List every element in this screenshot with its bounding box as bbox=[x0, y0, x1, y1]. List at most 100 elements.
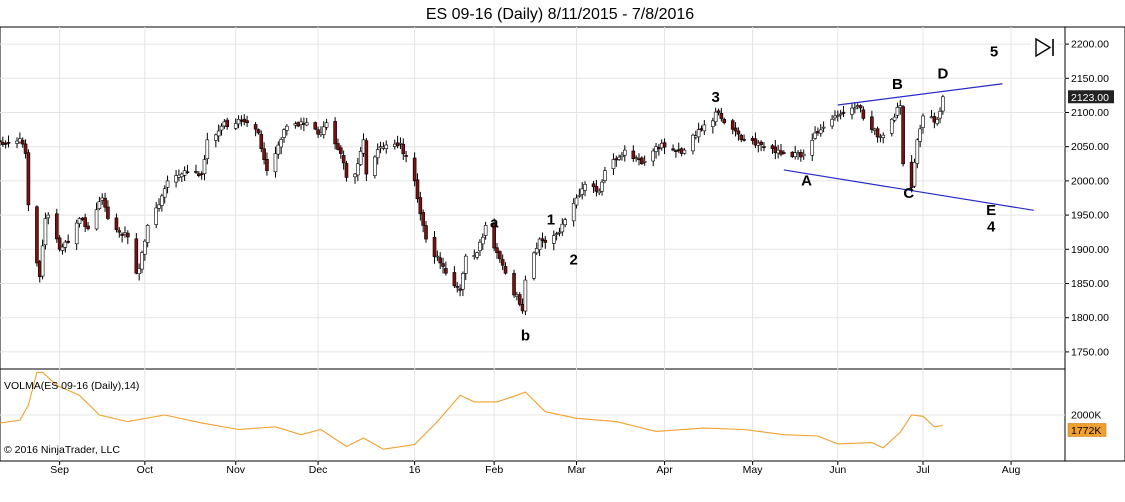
candle bbox=[77, 217, 82, 228]
time-tick-label: 16 bbox=[409, 464, 421, 476]
candle-body bbox=[57, 237, 62, 250]
candles bbox=[0, 94, 945, 316]
candle-body bbox=[333, 121, 337, 145]
candle-body bbox=[63, 241, 68, 248]
candle-body bbox=[282, 129, 286, 138]
candle-body bbox=[117, 230, 122, 233]
candle bbox=[730, 118, 735, 135]
volume-ma-line bbox=[0, 371, 943, 450]
candle bbox=[583, 181, 587, 197]
candle-body bbox=[503, 266, 508, 274]
candle-body bbox=[157, 204, 161, 209]
candle bbox=[233, 118, 238, 131]
candle bbox=[6, 135, 11, 148]
candle-body bbox=[398, 142, 403, 145]
candle bbox=[580, 182, 585, 200]
candle-body bbox=[313, 122, 318, 130]
candle-body bbox=[742, 139, 746, 141]
candle bbox=[853, 102, 857, 114]
candle-body bbox=[54, 213, 59, 240]
candle bbox=[126, 230, 130, 245]
candle bbox=[205, 132, 210, 165]
candle bbox=[594, 179, 599, 197]
candle-body bbox=[120, 233, 124, 236]
candle-body bbox=[236, 119, 241, 125]
candle-body bbox=[540, 238, 545, 241]
candle-body bbox=[145, 225, 150, 243]
candle bbox=[356, 158, 360, 182]
candle-body bbox=[364, 140, 369, 175]
candle-body bbox=[253, 124, 258, 130]
candle bbox=[461, 271, 465, 297]
candle-body bbox=[517, 294, 522, 305]
candle-body bbox=[233, 123, 238, 129]
candle-body bbox=[478, 241, 482, 252]
candle bbox=[702, 120, 707, 136]
candle-body bbox=[901, 106, 905, 165]
candle bbox=[517, 292, 522, 307]
candle bbox=[739, 133, 744, 143]
candle bbox=[759, 140, 763, 152]
time-axis: Sep Oct Nov Dec 16 Feb Mar Apr May Jun Jul Aug bbox=[50, 461, 1021, 476]
candle bbox=[455, 282, 460, 293]
trendlines bbox=[783, 83, 1034, 211]
candle bbox=[435, 250, 440, 262]
candle-body bbox=[554, 233, 559, 235]
candle bbox=[83, 213, 87, 232]
candle bbox=[262, 142, 266, 165]
candle bbox=[341, 150, 346, 170]
candle bbox=[214, 133, 218, 148]
scroll-to-end-icon[interactable] bbox=[1031, 35, 1057, 59]
candle bbox=[225, 117, 229, 130]
candle-body bbox=[881, 134, 886, 138]
candle bbox=[404, 150, 408, 163]
candle-body bbox=[631, 150, 636, 160]
candle-body bbox=[356, 163, 360, 176]
candle-body bbox=[262, 148, 266, 160]
candle-body bbox=[571, 203, 576, 222]
candle bbox=[165, 175, 170, 194]
candle-body bbox=[20, 140, 25, 145]
candle bbox=[912, 158, 917, 189]
candle-body bbox=[523, 279, 528, 312]
candle-body bbox=[912, 162, 917, 187]
price-tick-label: 2150.00 bbox=[1071, 73, 1109, 85]
candle bbox=[441, 257, 445, 274]
candle bbox=[611, 153, 616, 175]
candle-body bbox=[739, 135, 744, 140]
candle-body bbox=[273, 153, 278, 173]
candle-body bbox=[793, 152, 798, 158]
candle bbox=[216, 124, 221, 143]
candle bbox=[642, 155, 647, 166]
candle bbox=[892, 113, 897, 123]
wave-label: C bbox=[903, 185, 914, 202]
candle bbox=[114, 213, 119, 233]
candle bbox=[219, 123, 224, 136]
candle bbox=[662, 138, 667, 154]
time-tick-label: Oct bbox=[137, 464, 153, 476]
candle-body bbox=[594, 186, 599, 192]
candle bbox=[574, 194, 579, 209]
candle-body bbox=[205, 139, 210, 159]
candle bbox=[941, 94, 945, 115]
candle-body bbox=[711, 120, 715, 127]
candle bbox=[40, 239, 45, 280]
last-price-background bbox=[1068, 90, 1114, 104]
candle-body bbox=[97, 201, 102, 209]
candle bbox=[540, 232, 545, 248]
candle bbox=[895, 102, 900, 119]
candle-body bbox=[259, 133, 264, 149]
candle-body bbox=[915, 139, 920, 164]
candle-body bbox=[324, 122, 329, 128]
candle-body bbox=[316, 129, 320, 135]
candle-body bbox=[441, 263, 445, 267]
candle-body bbox=[850, 107, 854, 115]
time-tick-label: Feb bbox=[485, 464, 503, 476]
candle bbox=[60, 243, 65, 255]
candle-body bbox=[415, 179, 420, 200]
candle bbox=[432, 231, 437, 264]
candle bbox=[858, 104, 863, 113]
candle bbox=[762, 142, 766, 152]
candle-body bbox=[216, 130, 221, 137]
